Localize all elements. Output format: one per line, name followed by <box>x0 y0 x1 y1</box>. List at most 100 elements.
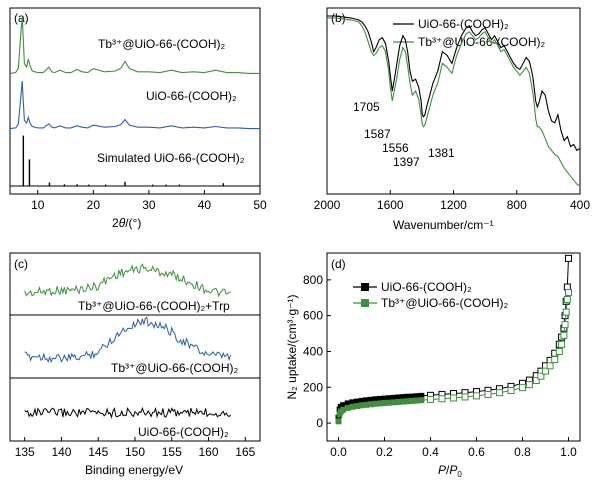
panel-d-des-point-1 <box>525 381 533 389</box>
panel-d-ads-point-0 <box>386 395 393 402</box>
panel-d-ads-point-1 <box>418 397 425 404</box>
panel-d-ads-point-0 <box>340 402 347 409</box>
panel-a-legend-simulated: Simulated UiO-66-(COOH)₂ <box>97 151 245 165</box>
panel-d-des-point-1 <box>563 296 571 304</box>
panel-b-x-tick-label: 800 <box>507 198 527 212</box>
panel-d-ads-point-1 <box>367 401 374 408</box>
panel-a-x-tick-label: 30 <box>142 198 156 212</box>
peak-label-1587: 1587 <box>364 127 391 141</box>
panel-b-legend-uio: UiO-66-(COOH)₂ <box>418 17 509 31</box>
panel-d-y-tick-label: 200 <box>303 380 323 394</box>
panel-d-ads-point-1 <box>376 400 383 407</box>
panel-c-legend-tb: Tb³⁺@UiO-66-(COOH)₂ <box>111 361 239 375</box>
panel-d-des-point-1 <box>542 367 549 375</box>
panel-d-des-point-1 <box>450 394 457 402</box>
panel-d-ads-point-0 <box>367 396 374 403</box>
panel-c-curves <box>24 263 232 419</box>
panel-d-ads-point-1 <box>363 401 370 408</box>
panel-d-ads-point-0 <box>344 400 351 407</box>
panel-d-y-tick-label: 400 <box>303 344 323 358</box>
panel-d-ads-point-1 <box>399 398 406 405</box>
panel-b-x-tick-label: 1200 <box>440 198 467 212</box>
panel-b-x-ticks: 2000 1600 1200 800 400 <box>314 190 590 212</box>
panel-d-ads-point-1 <box>390 399 397 406</box>
panel-d-des-point-1 <box>562 308 570 316</box>
panel-d-ads-point-1 <box>409 397 416 404</box>
peak-label-1381: 1381 <box>428 146 455 160</box>
panel-c-series-line-0 <box>24 263 231 298</box>
panel-d-des-point-0 <box>565 254 572 262</box>
panel-a-x-tick-label: 40 <box>198 198 212 212</box>
panel-d-y-tick-label: 0 <box>316 416 323 430</box>
panel-d-des-point-1 <box>558 340 566 348</box>
panel-d-ads-point-0 <box>413 393 420 400</box>
panel-d-ads-point-0 <box>395 394 402 401</box>
panel-d-des-point-1 <box>537 372 545 380</box>
panel-d-y-axis-title: N₂ uptake/(cm³·g⁻¹) <box>285 294 299 399</box>
panel-d-ads-point-1 <box>386 399 393 406</box>
panel-d-ads-point-1 <box>372 400 379 407</box>
panel-a-series-line-1 <box>9 80 260 130</box>
panel-b-ftir: (b) UiO-66-(COOH)₂ Tb³⁺@UiO-66-(COOH)₂ 2… <box>314 7 590 232</box>
panel-d-y-tick-label: 800 <box>303 273 323 287</box>
panel-c-x-tick-label: 135 <box>15 445 35 459</box>
panel-d-legend-uio: UiO-66-(COOH)₂ <box>381 280 472 294</box>
panel-d-des-point-1 <box>561 321 569 329</box>
panel-d-des-point-1 <box>532 376 540 384</box>
panel-b-x-tick-label: 1600 <box>377 198 404 212</box>
panel-b-x-tick-label: 400 <box>570 198 590 212</box>
panel-d-ads-point-0 <box>404 393 411 400</box>
panel-c-legend-trp: Tb³⁺@UiO-66-(COOH)₂+Trp <box>78 299 230 313</box>
panel-c-legend-uio: UiO-66-(COOH)₂ <box>138 425 229 439</box>
panel-c-x-tick-label: 140 <box>51 445 71 459</box>
panel-b-curves <box>327 15 581 187</box>
panel-a-xrd: (a) 10 20 30 40 50 Tb³⁺@UiO-66-(COOH)₂ UiO-6… <box>9 7 267 230</box>
panel-d-ads-point-1 <box>395 398 402 405</box>
panel-b-x-tick-label: 2000 <box>314 198 341 212</box>
panel-c-x-tick-label: 160 <box>199 445 219 459</box>
panel-d-des-point-1 <box>546 362 554 370</box>
panel-d-legend: UiO-66-(COOH)₂ Tb³⁺@UiO-66-(COOH)₂ <box>353 280 509 310</box>
panel-d-ads-point-0 <box>349 399 356 406</box>
panel-d-legend-marker-uio <box>361 283 369 291</box>
panel-c-x-tick-label: 150 <box>125 445 145 459</box>
panel-d-des-point-1 <box>519 384 526 392</box>
panel-a-x-tick-label: 10 <box>31 198 45 212</box>
panel-c-x-tick-label: 145 <box>88 445 108 459</box>
panel-a-x-axis-title: 2θ/(°) <box>112 216 141 230</box>
panel-c-x-axis-title: Binding energy/eV <box>85 463 183 477</box>
panel-a-curves <box>9 17 260 187</box>
panel-d-des-point-1 <box>427 395 434 403</box>
panel-d-ads-point-0 <box>381 395 388 402</box>
panel-d-ads-point-0 <box>358 397 365 404</box>
panel-b-series-line-0 <box>327 15 581 152</box>
panel-d-des-point-1 <box>565 288 572 296</box>
panel-d-ads-point-1 <box>344 404 351 411</box>
panel-d-ads-point-0 <box>363 397 370 404</box>
panel-d-ads-point-1 <box>381 400 388 407</box>
panel-d-des-point-1 <box>461 393 469 401</box>
panel-d-ads-point-0 <box>376 395 383 402</box>
panel-d-des-point-1 <box>484 390 492 398</box>
panel-c-series-line-2 <box>24 406 231 419</box>
panel-d-label: (d) <box>331 257 346 271</box>
panel-c-series-line-1 <box>24 316 232 364</box>
panel-d-ads-point-0 <box>399 394 406 401</box>
panel-a-legend-uio: UiO-66-(COOH)₂ <box>146 89 237 103</box>
panel-a-label: (a) <box>14 11 29 25</box>
panel-a-frame <box>9 7 261 195</box>
panel-d-x-tick-label: 0.8 <box>514 445 531 459</box>
panel-d-x-axis-title: P/P0 <box>438 463 462 479</box>
panel-d-des-point-1 <box>496 389 503 397</box>
panel-d-x-tick-label: 0.2 <box>376 445 393 459</box>
panel-d-ads-point-1 <box>340 406 347 413</box>
panel-a-legend-tb: Tb³⁺@UiO-66-(COOH)₂ <box>98 37 226 51</box>
panel-d-legend-marker-tb <box>361 299 369 307</box>
panel-b-legend-tb: Tb³⁺@UiO-66-(COOH)₂ <box>418 35 546 49</box>
panel-d-y-tick-label: 600 <box>303 309 323 323</box>
peak-label-1705: 1705 <box>353 100 380 114</box>
panel-d-ads-point-0 <box>409 393 416 400</box>
panel-c-x-ticks: 135 140 145 150 155 160 165 <box>15 437 256 459</box>
panel-d-ticks: 0.0 0.2 0.4 0.6 0.8 1.0 0 200 400 600 800 <box>303 273 577 459</box>
